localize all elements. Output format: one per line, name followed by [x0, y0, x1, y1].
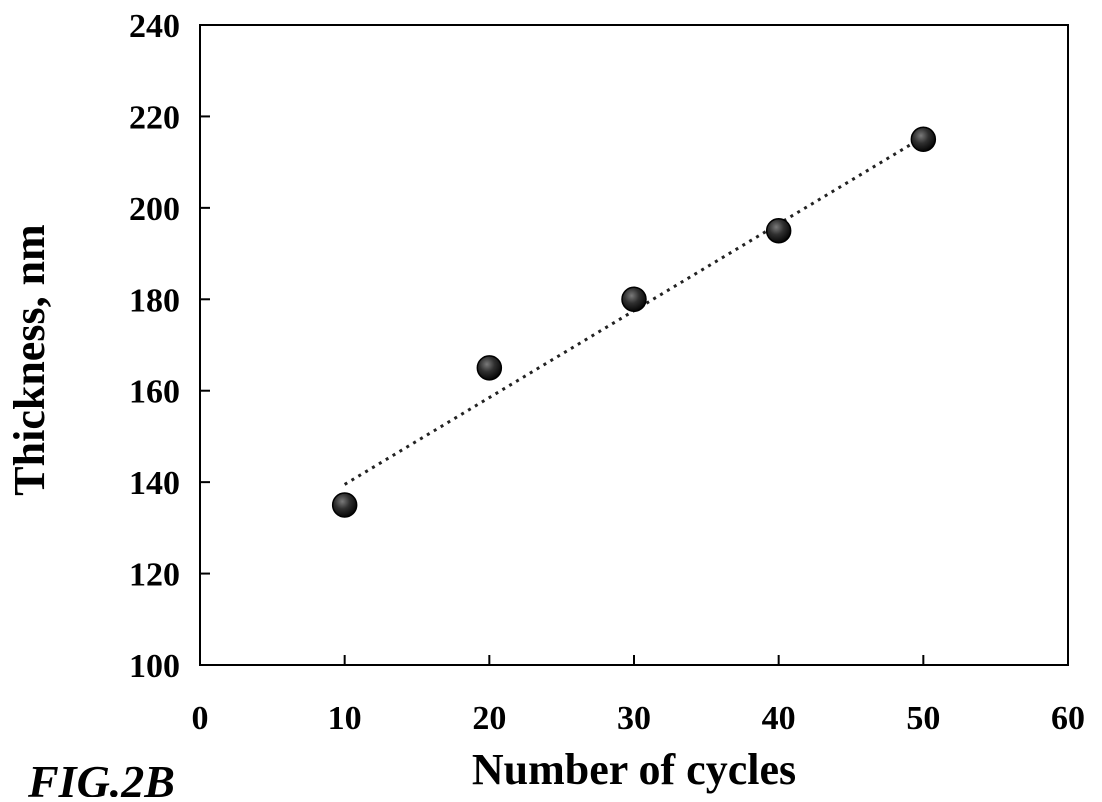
x-tick-label: 50 [906, 700, 940, 737]
x-tick-label: 40 [762, 700, 796, 737]
x-tick-label: 20 [472, 700, 506, 737]
figure-label: FIG.2B [27, 756, 175, 797]
x-axis-tick-labels: 0 10 20 30 40 50 60 [192, 700, 1086, 737]
data-point [333, 493, 357, 517]
y-tick-label: 100 [129, 648, 180, 685]
y-axis-tick-labels: 100 120 140 160 180 200 220 240 [129, 8, 180, 685]
plot-area-frame [200, 25, 1068, 665]
y-axis-ticks [200, 25, 210, 665]
y-tick-label: 120 [129, 557, 180, 594]
y-tick-label: 140 [129, 465, 180, 502]
data-point [622, 287, 646, 311]
y-tick-label: 200 [129, 191, 180, 228]
y-tick-label: 240 [129, 8, 180, 45]
x-axis-ticks [200, 655, 1068, 665]
y-tick-label: 160 [129, 374, 180, 411]
x-tick-label: 10 [328, 700, 362, 737]
data-point [477, 356, 501, 380]
y-tick-label: 220 [129, 99, 180, 136]
x-tick-label: 60 [1051, 700, 1085, 737]
x-tick-label: 0 [192, 700, 209, 737]
x-tick-label: 30 [617, 700, 651, 737]
y-axis-title: Thickness, nm [5, 224, 54, 495]
x-axis-title: Number of cycles [472, 745, 796, 794]
y-tick-label: 180 [129, 282, 180, 319]
data-points [333, 127, 936, 517]
data-point [911, 127, 935, 151]
data-point [767, 219, 791, 243]
